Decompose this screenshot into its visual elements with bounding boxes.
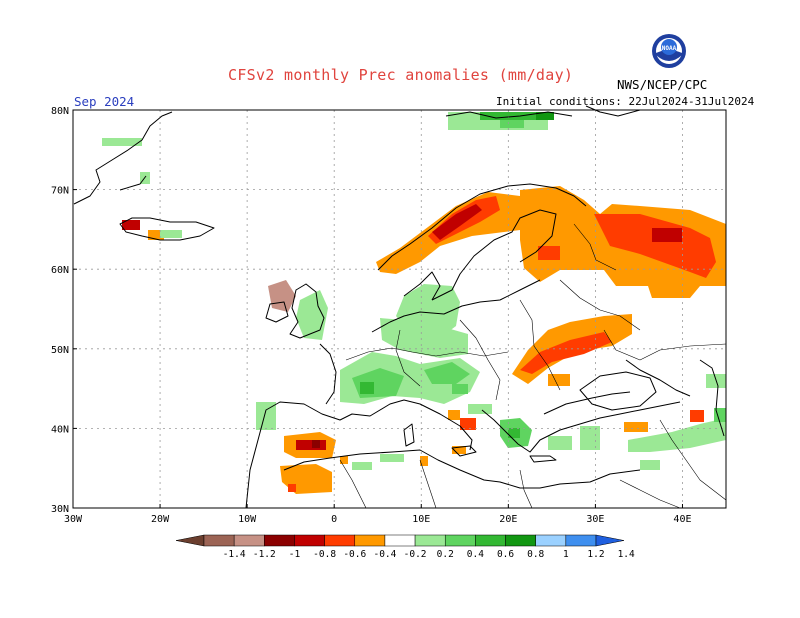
legend-swatch xyxy=(414,534,446,547)
noaa-logo-icon: NOAA xyxy=(652,34,686,68)
longitude-label: 40E xyxy=(673,514,691,525)
legend-label: 1.2 xyxy=(587,549,604,560)
chart-title: CFSv2 monthly Prec anomalies (mm/day) xyxy=(228,66,574,84)
latitude-label: 60N xyxy=(51,265,69,276)
longitude-label: 20E xyxy=(499,514,517,525)
legend-max-arrow xyxy=(595,534,625,547)
legend-swatch xyxy=(384,534,416,547)
latitude-labels: 80N 70N 60N 50N 40N 30N xyxy=(51,106,77,515)
legend-min-arrow xyxy=(175,534,205,547)
anomaly-patches xyxy=(102,112,726,494)
legend-label: -1.2 xyxy=(253,549,276,560)
longitude-label: 20W xyxy=(151,514,170,525)
legend-swatch xyxy=(233,534,265,547)
longitude-labels: 30W 20W 10W 0 10E 20E 30E 40E xyxy=(64,504,691,525)
legend-label: 1 xyxy=(563,549,569,560)
latitude-label: 80N xyxy=(51,106,69,117)
color-legend-labels: -1.4 -1.2 -1 -0.8 -0.6 -0.4 -0.2 0.2 0.4 0.6 0.8 1 1… xyxy=(223,549,635,560)
legend-label: 0.6 xyxy=(497,549,514,560)
agency-label: NWS/NCEP/CPC xyxy=(617,77,708,92)
latitude-label: 70N xyxy=(51,186,69,197)
latitude-label: 50N xyxy=(51,345,69,356)
legend-label: -0.6 xyxy=(343,549,366,560)
latitude-label: 40N xyxy=(51,424,69,435)
map-frame xyxy=(72,109,727,509)
longitude-label: 10W xyxy=(238,514,257,525)
svg-text:NOAA: NOAA xyxy=(662,45,677,52)
legend-label: -0.2 xyxy=(404,549,427,560)
color-legend xyxy=(175,534,625,547)
legend-swatch xyxy=(324,534,356,547)
legend-label: 0.4 xyxy=(467,549,484,560)
latitude-label: 30N xyxy=(51,504,69,515)
legend-swatch xyxy=(294,534,325,547)
legend-swatch xyxy=(354,534,386,547)
legend-swatch xyxy=(444,534,476,547)
longitude-label: 0 xyxy=(331,514,337,525)
coastlines xyxy=(73,105,727,509)
forecast-month: Sep 2024 xyxy=(74,94,135,109)
legend-label: 1.4 xyxy=(618,549,635,560)
legend-swatch xyxy=(264,534,295,547)
legend-swatch xyxy=(475,534,506,547)
legend-label: 0.8 xyxy=(527,549,544,560)
legend-swatch xyxy=(535,534,567,547)
legend-swatch xyxy=(565,534,597,547)
initial-conditions: Initial conditions: 22Jul2024-31Jul2024 xyxy=(496,95,755,108)
longitude-label: 30E xyxy=(586,514,604,525)
map-gridlines xyxy=(73,110,726,508)
longitude-label: 30W xyxy=(64,514,83,525)
legend-swatch xyxy=(505,534,536,547)
legend-swatch xyxy=(203,534,235,547)
legend-label: -0.8 xyxy=(313,549,336,560)
legend-label: 0.2 xyxy=(437,549,454,560)
legend-label: -1.4 xyxy=(223,549,246,560)
legend-label: -1 xyxy=(289,549,301,560)
legend-label: -0.4 xyxy=(373,549,396,560)
longitude-label: 10E xyxy=(412,514,430,525)
